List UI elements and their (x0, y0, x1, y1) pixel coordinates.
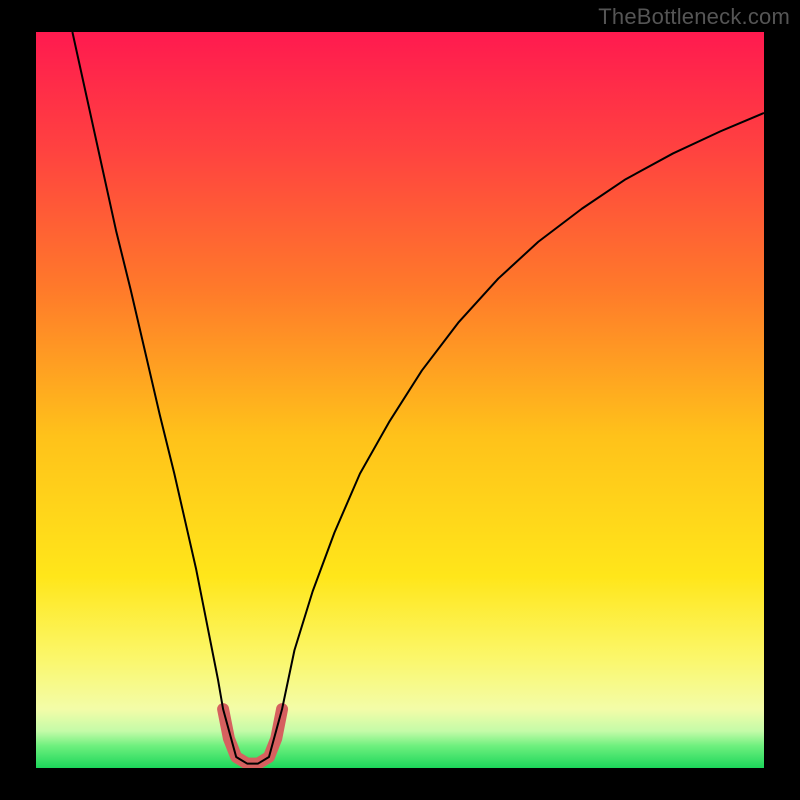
curves-svg (36, 32, 764, 768)
chart-container: TheBottleneck.com (0, 0, 800, 800)
bottom-highlight-series (223, 709, 282, 763)
plot-area (36, 32, 764, 768)
main-curve-series (72, 32, 764, 764)
watermark-text: TheBottleneck.com (598, 4, 790, 30)
